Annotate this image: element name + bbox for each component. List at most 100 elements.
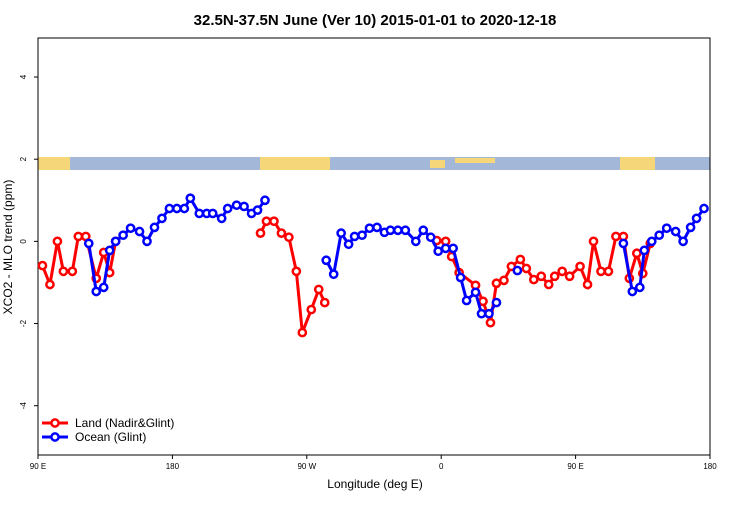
data-point (185, 193, 196, 204)
data-point (252, 205, 263, 215)
data-point (393, 225, 403, 236)
data-point (512, 265, 523, 276)
data-point (261, 216, 272, 227)
x-tick-label: 90 E (30, 462, 46, 471)
data-point (73, 231, 84, 242)
data-point (134, 226, 145, 237)
data-point (276, 228, 287, 238)
data-point (536, 271, 547, 282)
data-point (521, 263, 532, 274)
x-tick-label: 0 (439, 462, 444, 471)
data-point (678, 236, 688, 247)
x-tick-label: 90 E (567, 462, 583, 471)
data-point (448, 243, 458, 254)
data-point (372, 222, 382, 233)
data-point (194, 208, 205, 219)
data-point (336, 228, 346, 238)
data-point (661, 223, 672, 234)
plot-frame (37, 37, 711, 456)
data-point (319, 297, 330, 308)
data-point (455, 272, 466, 283)
data-point (588, 236, 599, 247)
data-point (627, 286, 638, 297)
x-tick-label: 180 (703, 462, 717, 471)
y-tick-label: -4 (19, 402, 28, 410)
x-tick-label: 90 W (297, 462, 316, 471)
data-point (149, 222, 160, 233)
data-point (639, 245, 650, 256)
data-point (349, 231, 360, 242)
data-point (52, 236, 63, 247)
y-tick-label: 0 (19, 239, 28, 244)
land-mask-strip (38, 157, 710, 170)
data-point (343, 239, 354, 250)
data-point (478, 296, 488, 307)
data-point (410, 236, 421, 247)
data-point (631, 248, 642, 259)
data-point (216, 213, 227, 224)
data-point (654, 230, 665, 241)
data-point (364, 223, 375, 234)
data-point (313, 284, 324, 295)
data-point (549, 271, 560, 282)
data-point (104, 245, 115, 256)
data-point (118, 230, 128, 241)
y-tick-label: -2 (19, 319, 28, 327)
data-point (179, 203, 190, 214)
data-point (575, 261, 585, 272)
data-point (142, 236, 152, 247)
data-point (328, 269, 339, 280)
data-point (564, 271, 575, 282)
data-point (433, 246, 444, 257)
data-point (484, 308, 494, 319)
data-point (164, 203, 175, 214)
data-point (515, 254, 526, 265)
data-point (461, 295, 472, 306)
data-point (207, 208, 218, 219)
data-point (239, 201, 249, 212)
data-point (491, 297, 502, 308)
data-point (646, 236, 657, 247)
data-point (172, 203, 182, 214)
legend-marker (50, 418, 60, 428)
data-point (557, 266, 568, 277)
legend-label: Ocean (Glint) (75, 430, 146, 444)
data-point (618, 238, 629, 249)
data-point (476, 308, 487, 319)
y-tick-label: 2 (19, 156, 28, 161)
data-point (321, 255, 332, 266)
data-point (670, 226, 681, 237)
data-point (222, 203, 233, 214)
data-point (699, 203, 709, 214)
data-point (255, 228, 266, 238)
data-point (485, 317, 496, 328)
data-point (91, 286, 102, 297)
data-point (291, 266, 302, 277)
chart-title: 32.5N-37.5N June (Ver 10) 2015-01-01 to … (194, 12, 557, 29)
data-point (499, 275, 509, 286)
data-point (603, 266, 614, 277)
data-point (470, 287, 481, 298)
data-point (685, 222, 696, 233)
data-point (110, 236, 121, 247)
y-tick-label: 4 (19, 74, 28, 79)
data-point (297, 327, 308, 338)
data-point (582, 279, 593, 290)
data-point (98, 282, 109, 293)
data-point (125, 223, 136, 234)
data-point (37, 260, 48, 271)
data-point (284, 232, 294, 243)
data-point (634, 282, 645, 293)
data-point (260, 195, 270, 206)
y-axis-label: XCO2 - MLO trend (ppm) (1, 180, 15, 315)
data-point (400, 225, 411, 236)
data-point (67, 266, 78, 277)
data-point (45, 279, 55, 290)
data-point (357, 230, 367, 241)
data-point (440, 243, 451, 254)
data-point (269, 216, 279, 227)
data-point (83, 238, 94, 249)
data-point (528, 274, 539, 285)
legend-label: Land (Nadir&Glint) (75, 416, 174, 430)
